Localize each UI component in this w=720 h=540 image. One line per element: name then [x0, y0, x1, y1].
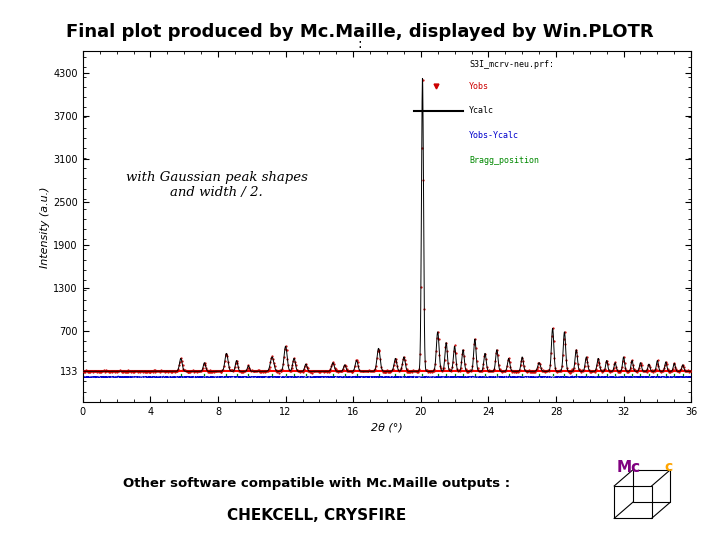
Text: S3I_mcrv-neu.prf:: S3I_mcrv-neu.prf:: [469, 60, 554, 69]
Text: Yobs: Yobs: [469, 82, 489, 91]
Text: Mc: Mc: [616, 460, 640, 475]
Text: Bragg_position: Bragg_position: [469, 156, 539, 165]
Text: Final plot produced by Mc.Maille, displayed by Win.PLOTR: Final plot produced by Mc.Maille, displa…: [66, 23, 654, 41]
Y-axis label: Intensity (a.u.): Intensity (a.u.): [40, 186, 50, 267]
Text: Ycalc: Ycalc: [469, 106, 494, 116]
Text: Other software compatible with Mc.Maille outputs :: Other software compatible with Mc.Maille…: [123, 477, 510, 490]
X-axis label: 2θ (°): 2θ (°): [371, 423, 403, 433]
Text: with Gaussian peak shapes
and width / 2.: with Gaussian peak shapes and width / 2.: [126, 171, 307, 199]
Text: :: :: [358, 37, 362, 51]
Text: CHEKCELL, CRYSFIRE: CHEKCELL, CRYSFIRE: [228, 508, 406, 523]
Text: Yobs-Ycalc: Yobs-Ycalc: [469, 131, 519, 140]
Text: c: c: [665, 461, 672, 474]
